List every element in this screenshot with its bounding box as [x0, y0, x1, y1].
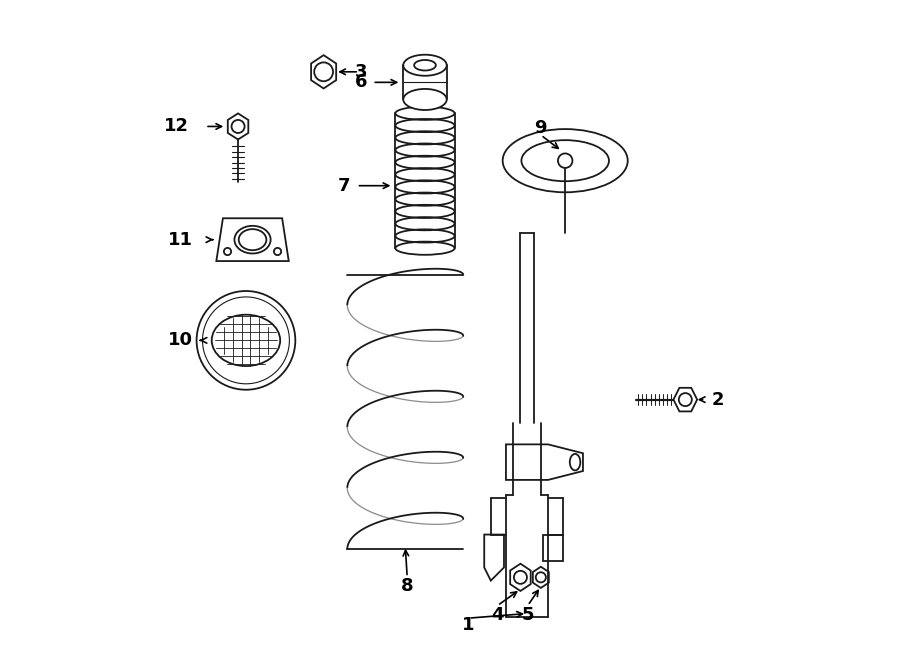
- Ellipse shape: [403, 89, 446, 110]
- Text: 4: 4: [491, 606, 504, 624]
- Text: 2: 2: [712, 391, 724, 408]
- Text: 1: 1: [463, 617, 474, 635]
- Text: 12: 12: [164, 118, 189, 136]
- Text: 9: 9: [535, 119, 547, 137]
- Text: 10: 10: [168, 331, 194, 350]
- Text: 6: 6: [356, 73, 368, 91]
- Text: 3: 3: [356, 63, 368, 81]
- Text: 5: 5: [521, 606, 534, 624]
- Text: 7: 7: [338, 176, 350, 195]
- Text: 8: 8: [400, 577, 413, 595]
- Text: 11: 11: [168, 231, 194, 249]
